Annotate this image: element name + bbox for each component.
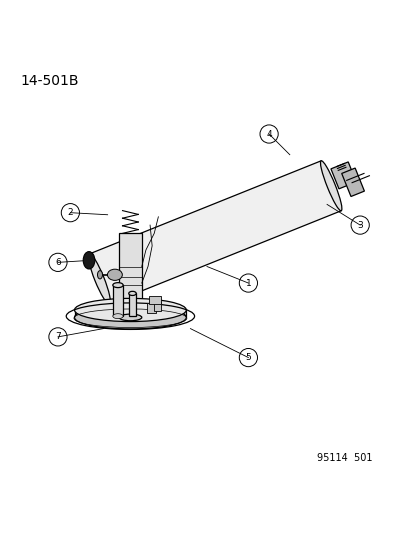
Text: 2: 2 bbox=[67, 208, 73, 217]
Polygon shape bbox=[119, 233, 141, 318]
Ellipse shape bbox=[74, 306, 186, 329]
Text: 3: 3 bbox=[356, 221, 362, 230]
Ellipse shape bbox=[128, 292, 136, 295]
Polygon shape bbox=[74, 310, 186, 318]
Text: 4: 4 bbox=[266, 130, 271, 139]
Ellipse shape bbox=[88, 254, 110, 304]
Ellipse shape bbox=[74, 298, 186, 321]
Ellipse shape bbox=[97, 271, 102, 279]
Ellipse shape bbox=[83, 252, 95, 269]
Polygon shape bbox=[89, 161, 340, 304]
Bar bbox=[112, 285, 123, 316]
Ellipse shape bbox=[112, 314, 123, 319]
Polygon shape bbox=[341, 168, 363, 197]
Text: 95114  501: 95114 501 bbox=[316, 453, 372, 463]
Ellipse shape bbox=[119, 314, 141, 321]
Text: 6: 6 bbox=[55, 258, 61, 267]
Bar bbox=[147, 303, 156, 313]
Bar bbox=[154, 302, 161, 311]
Text: 7: 7 bbox=[55, 333, 61, 341]
Bar bbox=[149, 296, 161, 304]
Ellipse shape bbox=[320, 161, 341, 211]
Text: 1: 1 bbox=[245, 279, 251, 288]
Text: 5: 5 bbox=[245, 353, 251, 362]
Ellipse shape bbox=[107, 269, 122, 280]
Bar bbox=[128, 293, 136, 316]
Text: 14-501B: 14-501B bbox=[21, 74, 79, 88]
Polygon shape bbox=[330, 162, 356, 189]
Ellipse shape bbox=[112, 282, 123, 288]
